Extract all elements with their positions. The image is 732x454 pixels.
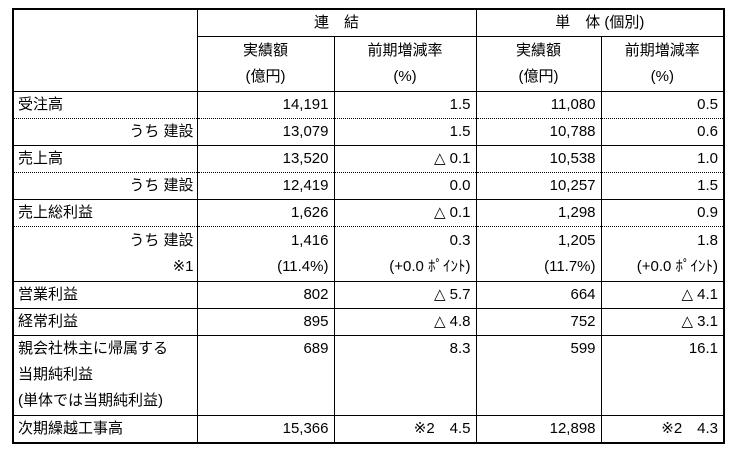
cell-consolidated-amount: 895 [196, 308, 334, 336]
cell-consolidated-yoy: ※2 4.5 [333, 415, 477, 443]
row-net-sales: 売上高 13,520 △ 0.1 10,538 1.0 [12, 145, 725, 173]
row-gross-profit: 売上総利益 1,626 △ 0.1 1,298 0.9 [12, 199, 725, 227]
cell-consolidated-amount: 15,366 [196, 415, 334, 443]
cell-standalone-yoy: 0.5 [600, 91, 725, 119]
cell-standalone-amount: 599 [475, 335, 602, 416]
group-header-standalone: 単 体 (個別) [475, 9, 725, 37]
row-label: 売上高 [12, 145, 197, 173]
row-label: 親会社株主に帰属する 当期純利益 (単体では当期純利益) [12, 335, 197, 416]
subheader-consolidated-yoy: 前期増減率 (%) [333, 36, 477, 92]
cell-consolidated-amount: 13,079 [196, 118, 334, 146]
row-ordinary-income: 経常利益 895 △ 4.8 752 △ 3.1 [12, 308, 725, 336]
cell-consolidated-yoy: △ 0.1 [333, 145, 477, 173]
cell-consolidated-amount: 14,191 [196, 91, 334, 119]
cell-consolidated-yoy: 0.3 (+0.0 ﾎﾟｲﾝﾄ) [333, 226, 477, 282]
corner-cell [12, 9, 197, 92]
cell-standalone-yoy: △ 3.1 [600, 308, 725, 336]
row-label: うち 建設 [12, 172, 197, 200]
cell-standalone-yoy: 1.5 [600, 172, 725, 200]
cell-consolidated-yoy: △ 5.7 [333, 281, 477, 309]
row-label: 営業利益 [12, 281, 197, 309]
cell-consolidated-yoy: 0.0 [333, 172, 477, 200]
group-header-consolidated: 連 結 [196, 9, 477, 37]
cell-standalone-amount: 12,898 [475, 415, 602, 443]
cell-standalone-amount: 752 [475, 308, 602, 336]
cell-consolidated-amount: 689 [196, 335, 334, 416]
cell-standalone-yoy: 16.1 [600, 335, 725, 416]
row-gross-profit-construction: うち 建設 ※1 1,416 (11.4%) 0.3 (+0.0 ﾎﾟｲﾝﾄ) … [12, 226, 725, 282]
row-orders-construction: うち 建設 13,079 1.5 10,788 0.6 [12, 118, 725, 146]
cell-consolidated-yoy: 1.5 [333, 118, 477, 146]
row-label: 売上総利益 [12, 199, 197, 227]
cell-standalone-yoy: 1.0 [600, 145, 725, 173]
cell-standalone-amount: 1,298 [475, 199, 602, 227]
financial-summary-table: 連 結 単 体 (個別) 実績額 (億円) 前期増減率 (%) 実績額 (億円)… [12, 8, 726, 444]
cell-consolidated-yoy: 8.3 [333, 335, 477, 416]
row-carried-forward-contracts: 次期繰越工事高 15,366 ※2 4.5 12,898 ※2 4.3 [12, 415, 725, 443]
cell-standalone-amount: 1,205 (11.7%) [475, 226, 602, 282]
cell-consolidated-yoy: △ 4.8 [333, 308, 477, 336]
sub-header-row: 実績額 (億円) 前期増減率 (%) 実績額 (億円) 前期増減率 (%) [13, 36, 725, 92]
row-label: 経常利益 [12, 308, 197, 336]
cell-standalone-yoy: ※2 4.3 [600, 415, 725, 443]
subheader-standalone-yoy: 前期増減率 (%) [600, 36, 725, 92]
cell-standalone-yoy: 0.9 [600, 199, 725, 227]
cell-consolidated-yoy: △ 0.1 [333, 199, 477, 227]
cell-standalone-yoy: △ 4.1 [600, 281, 725, 309]
cell-standalone-yoy: 0.6 [600, 118, 725, 146]
row-label: うち 建設 [12, 118, 197, 146]
cell-standalone-amount: 10,257 [475, 172, 602, 200]
group-header-row: 連 結 単 体 (個別) [12, 9, 725, 92]
row-operating-income: 営業利益 802 △ 5.7 664 △ 4.1 [12, 281, 725, 309]
cell-standalone-yoy: 1.8 (+0.0 ﾎﾟｲﾝﾄ) [600, 226, 725, 282]
row-net-income-attributable: 親会社株主に帰属する 当期純利益 (単体では当期純利益) 689 8.3 599… [12, 335, 725, 416]
row-label: うち 建設 ※1 [12, 226, 197, 282]
cell-standalone-amount: 11,080 [475, 91, 602, 119]
cell-consolidated-amount: 802 [196, 281, 334, 309]
subheader-standalone-amount: 実績額 (億円) [475, 36, 602, 92]
cell-standalone-amount: 664 [475, 281, 602, 309]
cell-consolidated-amount: 1,626 [196, 199, 334, 227]
row-label: 次期繰越工事高 [12, 415, 197, 443]
cell-standalone-amount: 10,788 [475, 118, 602, 146]
cell-consolidated-amount: 1,416 (11.4%) [196, 226, 334, 282]
row-label: 受注高 [12, 91, 197, 119]
row-net-sales-construction: うち 建設 12,419 0.0 10,257 1.5 [12, 172, 725, 200]
cell-consolidated-amount: 12,419 [196, 172, 334, 200]
cell-standalone-amount: 10,538 [475, 145, 602, 173]
row-orders-received: 受注高 14,191 1.5 11,080 0.5 [12, 91, 725, 119]
cell-consolidated-amount: 13,520 [196, 145, 334, 173]
cell-consolidated-yoy: 1.5 [333, 91, 477, 119]
subheader-consolidated-amount: 実績額 (億円) [196, 36, 334, 92]
